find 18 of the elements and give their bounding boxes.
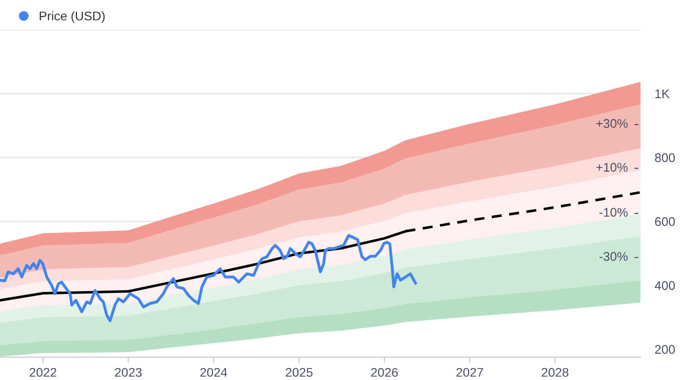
annotation: +10% [596,162,628,172]
y-tick-label: 800 [654,153,675,162]
annotation: -30% [599,252,628,261]
x-tick-label: 2028 [542,368,568,377]
y-tick-label: 200 [655,345,675,354]
x-tick-label: 2027 [456,368,484,377]
x-tick-label: 2023 [115,368,142,377]
x-tick-label: 2025 [286,368,313,377]
y-tick-label: 600 [655,217,675,226]
y-tick-label: 1K [655,89,670,98]
line-series [0,234,417,322]
x-tick-label: 2022 [30,368,56,377]
x-tick-label: 2024 [200,368,228,377]
y-tick-label: 400 [654,281,675,290]
annotation: +30% [596,119,628,128]
annotation: -10% [599,208,628,217]
x-tick-label: 2026 [371,368,398,377]
legend-label: Price (USD) [40,11,105,23]
